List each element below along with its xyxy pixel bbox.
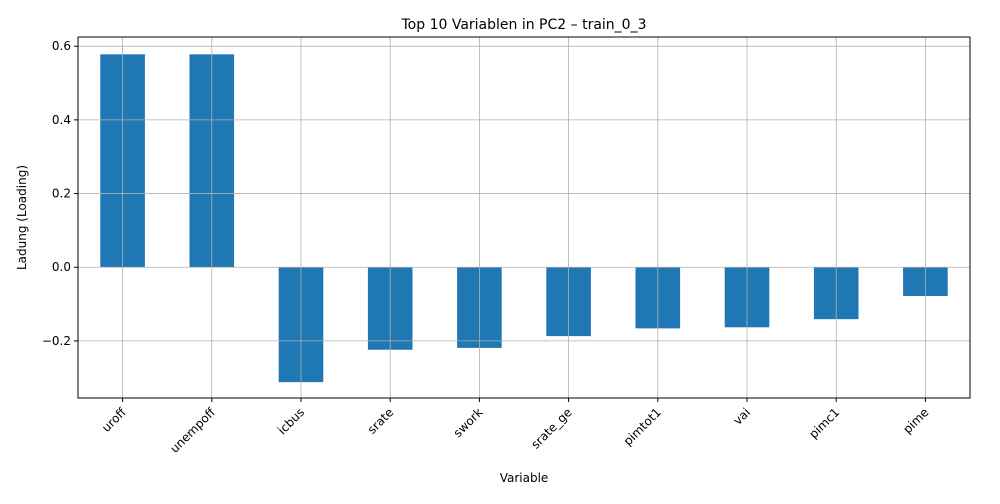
x-tick-label-pime: pime — [900, 405, 931, 436]
x-tick-label-icbus: icbus — [275, 405, 307, 437]
y-tick-label: 0.0 — [52, 260, 71, 274]
x-tick-label-srate: srate — [365, 405, 397, 437]
y-tick-label: −0.2 — [42, 334, 71, 348]
x-tick-label-pimc1: pimc1 — [806, 405, 842, 441]
x-tick-label-uroff: uroff — [99, 405, 129, 435]
x-tick-label-srate_ge: srate_ge — [528, 405, 574, 451]
chart-title: Top 10 Variablen in PC2 – train_0_3 — [401, 17, 647, 33]
x-tick-label-vai: vai — [731, 405, 753, 427]
y-axis-label: Ladung (Loading) — [15, 165, 29, 270]
bars-layer — [78, 37, 970, 398]
y-tick-label: 0.6 — [52, 39, 71, 53]
plot-frame — [77, 36, 971, 399]
x-tick-label-unempoff: unempoff — [167, 405, 218, 456]
x-tick-label-swork: swork — [451, 405, 486, 440]
y-tick-label: 0.2 — [52, 187, 71, 201]
y-tick-label: 0.4 — [52, 113, 71, 127]
x-tick-label-pimtot1: pimtot1 — [621, 405, 664, 448]
ticks-layer: −0.2 0.0 0.2 0.4 0.6 uroff unempoff icbus srate s… — [42, 39, 932, 456]
x-axis-label: Variable — [500, 471, 549, 485]
